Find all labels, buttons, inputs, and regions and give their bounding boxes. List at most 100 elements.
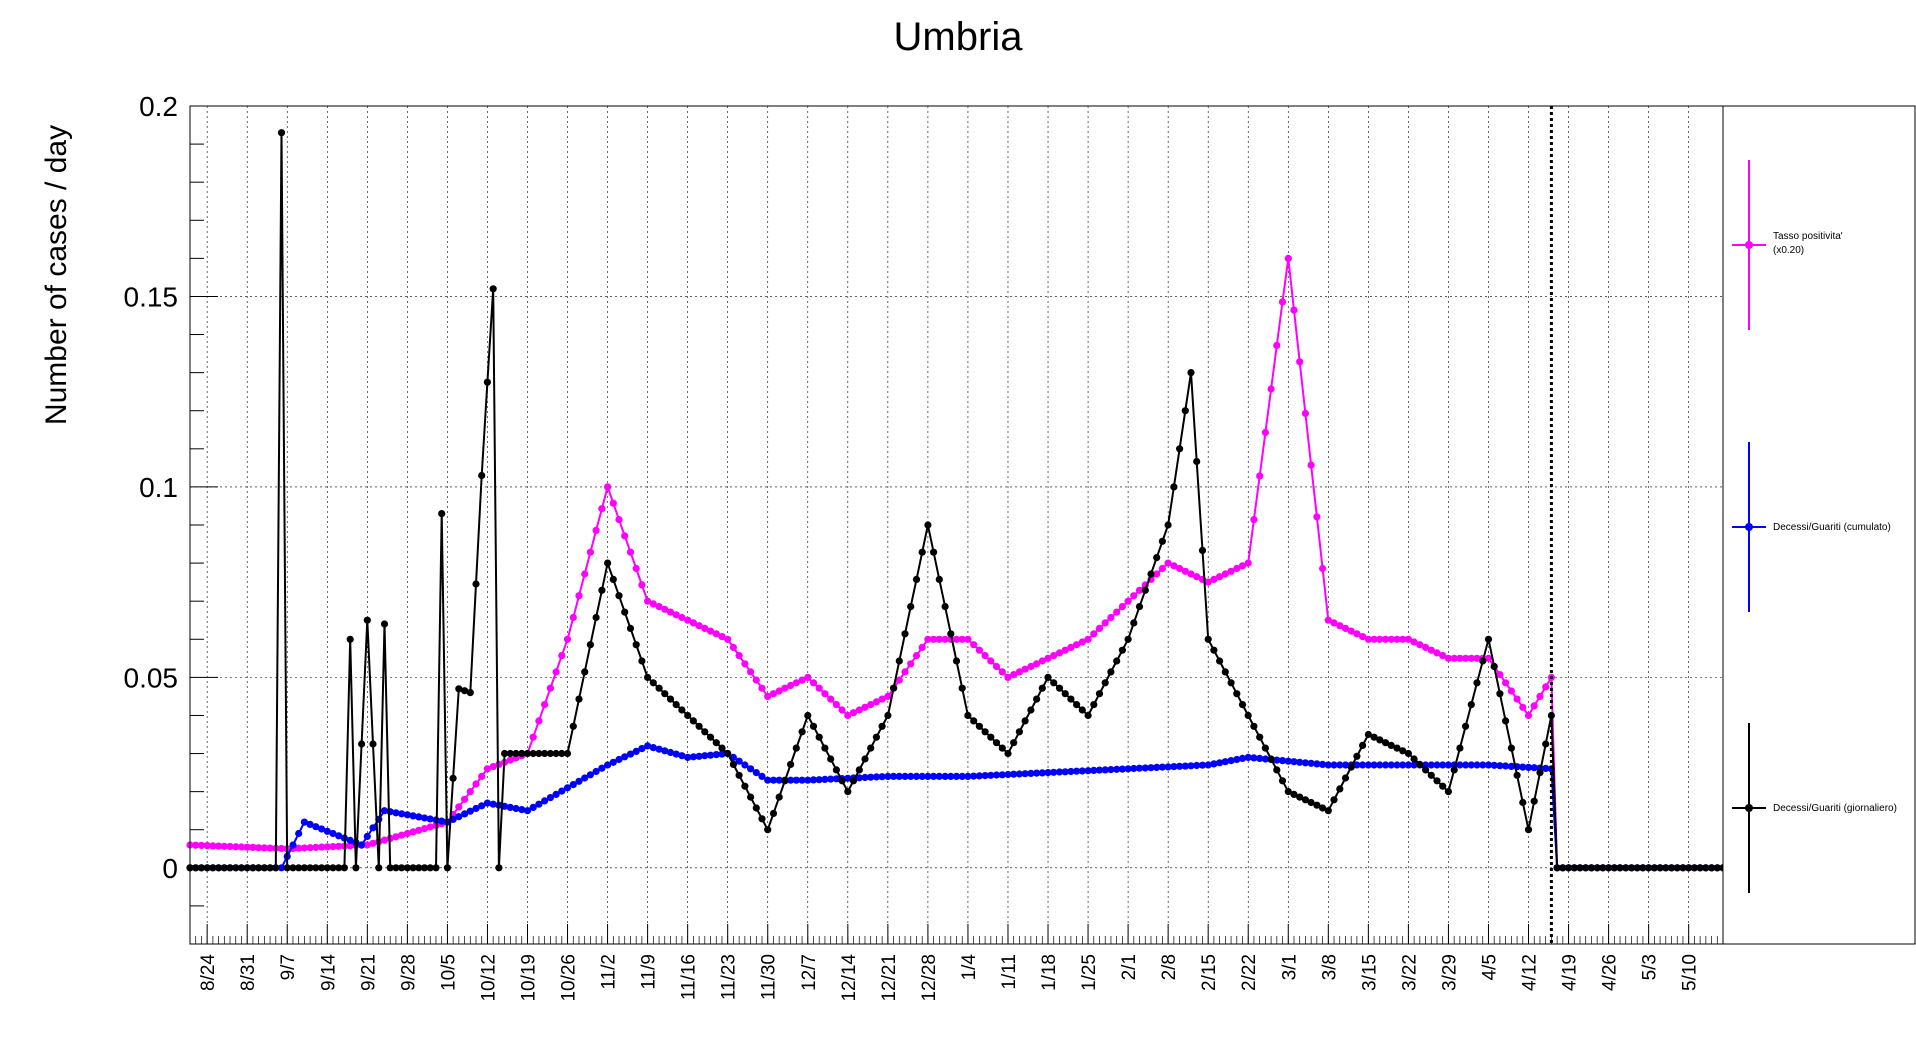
data-point [1193,573,1201,581]
data-point [1267,755,1275,763]
data-point [277,864,286,872]
data-point [300,844,308,852]
data-point [1359,741,1367,750]
data-point [941,635,949,643]
data-point [1267,385,1275,393]
data-point [604,559,612,567]
data-point [1347,763,1355,771]
data-point [1433,777,1441,785]
data-point [1313,801,1321,809]
data-point [724,635,732,643]
data-point [1627,864,1636,872]
data-point [1216,759,1224,767]
data-point [792,776,800,784]
data-point [747,668,755,676]
data-point [867,773,875,781]
data-point [1273,766,1281,774]
data-point [1473,761,1481,769]
data-point [249,843,257,852]
data-point [987,733,995,741]
data-point [741,761,749,769]
data-point [1422,766,1430,774]
data-point [1210,760,1218,768]
data-point [535,749,543,758]
y-tick-label: 0.05 [124,662,179,693]
data-point [1061,690,1069,698]
data-point [501,749,509,758]
data-point [758,684,766,692]
data-point [798,676,806,684]
x-tick-label: 5/3 [1640,954,1661,980]
data-point [1027,662,1035,671]
data-point [1542,683,1550,691]
data-point [809,679,818,687]
data-point [735,771,743,779]
data-point [1261,744,1269,752]
data-point [1278,757,1287,765]
data-point [455,685,463,693]
data-point [798,728,806,736]
data-point [1198,761,1207,769]
data-point [249,864,257,872]
data-point [1462,722,1470,730]
data-point [1307,461,1315,469]
data-point [1015,728,1024,736]
data-point [1067,643,1075,652]
data-point [741,782,749,790]
data-point [1610,864,1618,872]
data-point [935,635,943,643]
data-point [1507,744,1515,752]
data-point [420,825,429,833]
data-point [615,516,623,524]
data-point [426,864,434,872]
data-point [1393,761,1401,769]
data-point [215,864,223,872]
data-point [1233,564,1241,573]
data-point [1662,864,1670,872]
data-point [1124,597,1132,605]
data-point [701,624,709,633]
data-point [461,687,469,695]
data-point [992,739,1001,747]
data-point [695,622,703,630]
data-point [552,668,560,676]
data-point [998,668,1006,676]
data-point [358,841,366,849]
data-point [626,750,635,758]
data-point [815,733,823,741]
data-point [775,687,783,695]
data-point [1393,635,1401,643]
x-tick-label: 12/14 [839,954,860,1002]
data-point [1010,770,1018,778]
data-point [1324,807,1332,815]
data-point [1135,586,1144,594]
data-point [478,772,486,781]
data-point [1370,733,1378,741]
data-point [918,643,926,652]
data-point [1095,624,1104,633]
data-point [523,807,532,815]
data-point [1204,761,1212,769]
data-point [1319,564,1327,573]
data-point [1530,764,1538,772]
data-point [809,776,818,784]
data-point [684,616,692,624]
data-point [512,804,520,813]
data-point [1387,761,1395,769]
data-point [1307,759,1315,767]
data-point [1164,521,1172,529]
series-layer [186,129,1727,872]
x-tick-label: 1/25 [1079,954,1100,991]
data-point [1027,769,1035,778]
legend-marker [1745,523,1753,531]
data-point [1502,717,1510,725]
legend: Tasso positivita' (x0.20) Decessi/Guariti … [1722,105,1916,945]
data-point [1422,643,1430,652]
x-tick-label: 4/5 [1479,954,1500,980]
data-point [804,776,812,784]
data-point [1296,358,1304,366]
data-point [952,772,961,781]
data-point [1301,759,1309,767]
data-point [518,749,526,758]
data-point [472,804,480,813]
